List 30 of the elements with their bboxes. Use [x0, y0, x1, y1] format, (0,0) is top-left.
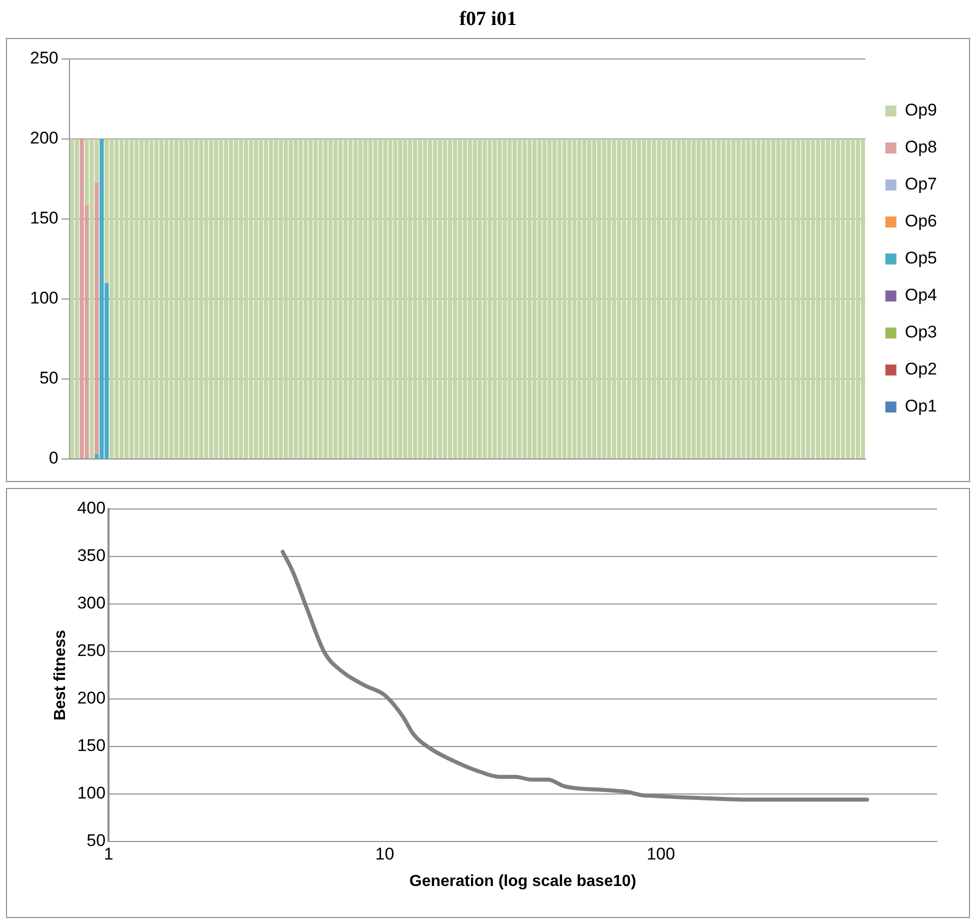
- y-tick-label: 400: [77, 498, 106, 518]
- x-tick-label: 100: [646, 844, 676, 864]
- x-axis-title: Generation (log scale base10): [409, 872, 636, 890]
- legend-label: Op4: [904, 286, 938, 305]
- x-tick-label: 10: [375, 844, 394, 864]
- y-tick-label: 50: [86, 831, 106, 850]
- x-tick-label: 1: [104, 844, 114, 864]
- bar: [94, 182, 99, 454]
- legend-label: Op5: [904, 248, 938, 268]
- y-tick-label: 50: [39, 368, 58, 388]
- y-tick-label: 350: [77, 546, 106, 566]
- legend-label: Op6: [904, 212, 938, 231]
- y-tick-label: 200: [77, 688, 106, 708]
- legend-label: Op3: [904, 322, 938, 342]
- legend-label: Op8: [904, 138, 938, 157]
- y-tick-label: 100: [30, 288, 58, 308]
- y-tick-label: 150: [30, 208, 58, 228]
- y-tick-label: 150: [77, 736, 106, 756]
- y-tick-label: 250: [30, 48, 58, 68]
- legend-label: Op7: [904, 174, 938, 194]
- chart-title: f07 i01: [458, 8, 518, 31]
- y-tick-label: 250: [77, 641, 106, 660]
- y-tick-label: 100: [77, 784, 106, 803]
- y-tick-label: 0: [48, 448, 58, 468]
- y-axis-title: Best fitness: [52, 630, 70, 721]
- legend-label: Op2: [904, 360, 938, 379]
- y-tick-label: 200: [30, 128, 58, 148]
- y-tick-label: 300: [77, 594, 106, 613]
- legend-label: Op1: [904, 396, 938, 416]
- legend-label: Op9: [904, 100, 938, 120]
